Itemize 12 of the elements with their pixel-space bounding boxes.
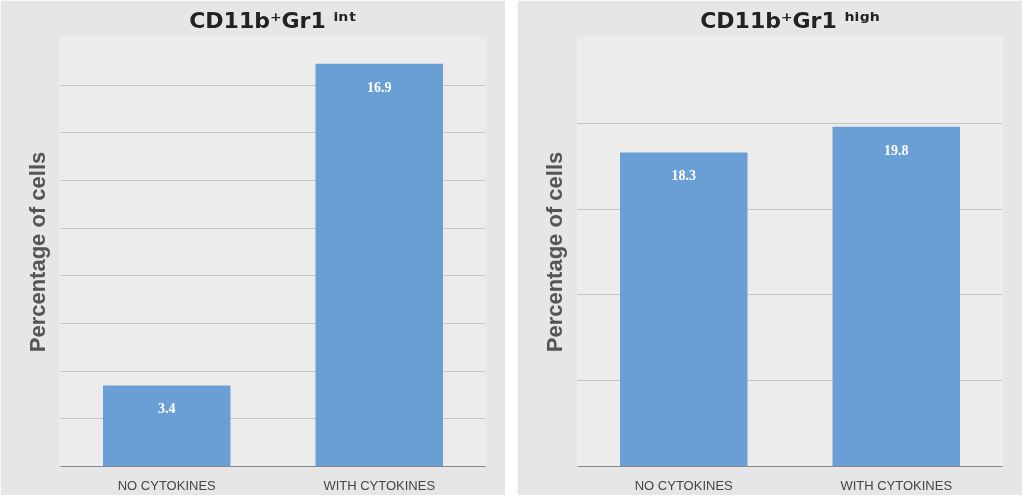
data-label: 16.9: [367, 79, 392, 95]
data-label: 3.4: [158, 401, 176, 417]
data-label: 18.3: [671, 168, 696, 184]
x-tick-label: WITH CYTOKINES: [840, 477, 953, 493]
chart-title: CD11b⁺Gr1 ⁱⁿᵗ: [189, 7, 357, 33]
data-label: 19.8: [884, 142, 909, 158]
x-tick-label: NO CYTOKINES: [117, 477, 217, 493]
y-axis-title: Percentage of cells: [24, 151, 50, 353]
chart-title: CD11b⁺Gr1 ʰⁱᵍʰ: [700, 7, 880, 33]
x-tick-label: WITH CYTOKINES: [323, 477, 436, 493]
x-tick-label: NO CYTOKINES: [634, 477, 734, 493]
y-axis-title: Percentage of cells: [541, 151, 567, 353]
